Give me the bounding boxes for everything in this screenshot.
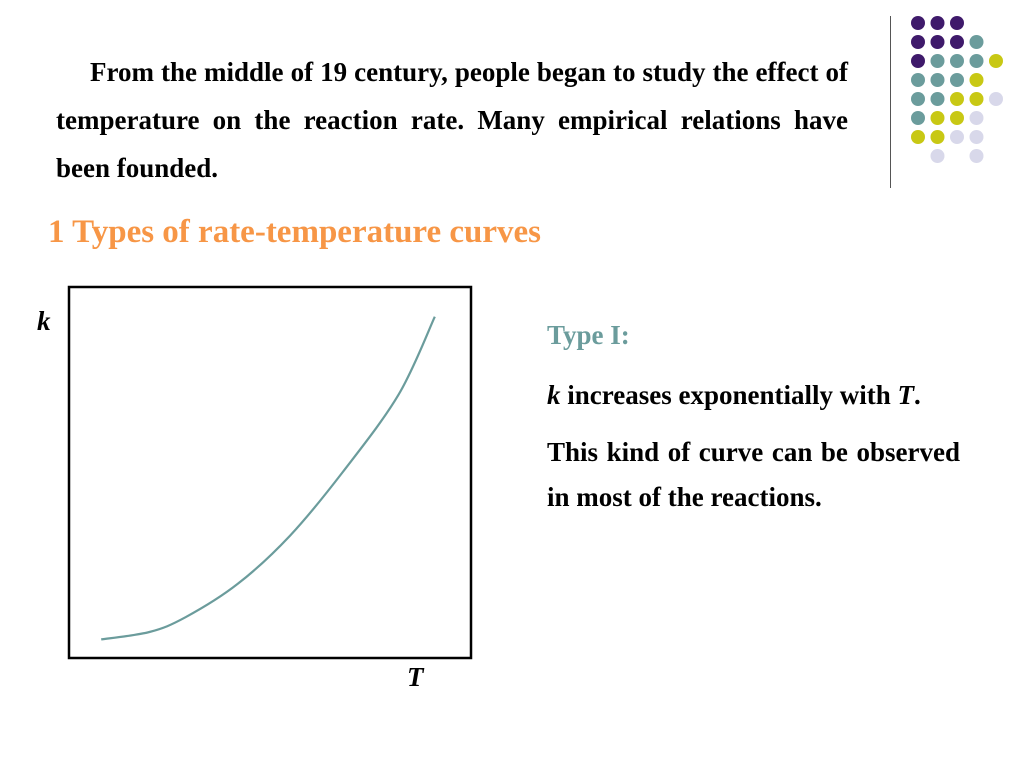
statement-paragraph: k increases exponentially with T. [547, 373, 960, 418]
vertical-divider [890, 16, 891, 188]
decorative-dot [950, 92, 964, 106]
curve-type-i [101, 316, 436, 641]
x-axis-label: T [407, 662, 424, 692]
decorative-dot [911, 35, 925, 49]
decorative-dot [930, 54, 945, 68]
decorative-dot [969, 149, 984, 163]
decorative-dot [911, 111, 925, 125]
plot-frame [67, 285, 473, 660]
decorative-dot [911, 54, 925, 68]
decorative-dot [911, 16, 925, 30]
var-t: T [897, 380, 915, 410]
type-label: Type I: [547, 320, 630, 350]
section-heading: 1 Types of rate-temperature curves [48, 214, 542, 250]
decorative-dot [930, 35, 945, 49]
decorative-dot [969, 54, 984, 68]
y-axis-label: k [37, 306, 51, 336]
decorative-dot [969, 111, 984, 125]
statement-text-b: . [914, 380, 921, 410]
decorative-dot [930, 16, 945, 30]
decorative-dot [930, 149, 945, 163]
decorative-dot [930, 130, 945, 144]
type-description: Type I: k increases exponentially with T… [547, 320, 960, 532]
statement-text-a: increases exponentially with [560, 380, 898, 410]
decorative-dot [911, 130, 925, 144]
decorative-dot [969, 92, 984, 106]
decorative-dot [930, 73, 945, 87]
decorative-dot [969, 130, 984, 144]
decorative-dot [911, 73, 925, 87]
intro-paragraph: From the middle of 19 century, people be… [56, 57, 848, 183]
decorative-dot [950, 35, 964, 49]
decorative-dot [950, 130, 964, 144]
decorative-dot [989, 92, 1003, 106]
rate-temperature-chart [67, 285, 473, 660]
decorative-dot [950, 111, 964, 125]
observation-paragraph: This kind of curve can be observed in mo… [547, 437, 960, 512]
decorative-dot [930, 111, 945, 125]
decorative-dot [969, 35, 984, 49]
var-k: k [547, 380, 561, 410]
decorative-dot [989, 54, 1003, 68]
decorative-dot [969, 73, 984, 87]
decorative-dot [950, 73, 964, 87]
decorative-dot [911, 92, 925, 106]
decorative-dot [950, 16, 964, 30]
decorative-dot [950, 54, 964, 68]
decorative-dot [930, 92, 945, 106]
